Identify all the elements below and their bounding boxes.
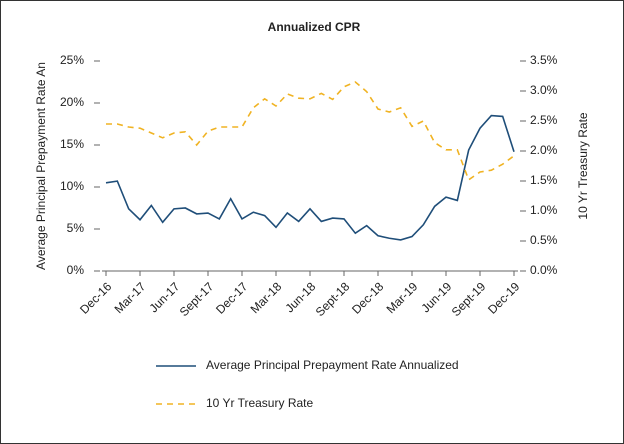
- y-tick-label: 25%: [60, 53, 84, 67]
- chart-title: Annualized CPR: [268, 20, 361, 34]
- y2-tick-label: 0.0%: [530, 263, 558, 277]
- y2-tick-label: 0.5%: [530, 233, 558, 247]
- y-tick-label: 5%: [67, 221, 85, 235]
- legend-label: 10 Yr Treasury Rate: [206, 396, 313, 410]
- y2-tick-label: 1.5%: [530, 173, 558, 187]
- y-axis-label: Average Principal Prepayment Rate An: [34, 62, 48, 270]
- y2-tick-label: 2.0%: [530, 143, 558, 157]
- y2-tick-label: 3.0%: [530, 83, 558, 97]
- y2-tick-label: 1.0%: [530, 203, 558, 217]
- y2-axis-label: 10 Yr Treasury Rate: [576, 112, 590, 219]
- y2-tick-label: 3.5%: [530, 53, 558, 67]
- series-line: [106, 81, 515, 182]
- series-line: [105, 114, 515, 241]
- legend-label: Average Principal Prepayment Rate Annual…: [206, 358, 459, 372]
- y-tick-label: 0%: [67, 263, 85, 277]
- y-tick-label: 15%: [60, 137, 84, 151]
- y-tick-label: 10%: [60, 179, 84, 193]
- y2-tick-label: 2.5%: [530, 113, 558, 127]
- y-tick-label: 20%: [60, 95, 84, 109]
